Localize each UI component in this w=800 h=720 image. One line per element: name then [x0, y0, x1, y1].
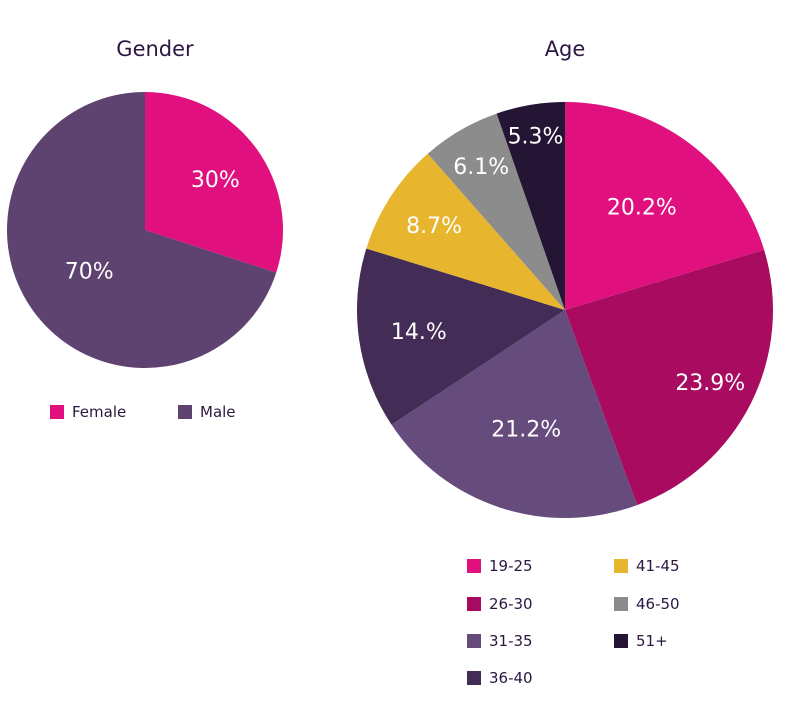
age-slice-label-36-40: 14.% [391, 320, 447, 345]
gender-slice-label-female: 30% [191, 168, 240, 193]
gender-legend-swatch-female [50, 405, 64, 419]
gender-slice-female [145, 92, 283, 273]
age-legend-item-36-40: 36-40 [467, 669, 533, 687]
age-pie-chart: Age 20.2% 23.9% 21.2% 14.% 8.7% 6.1% 5.3% 19-2… [357, 37, 773, 687]
gender-legend-item-male: Male [178, 403, 236, 421]
age-slice-36-40 [357, 248, 565, 425]
age-legend-swatch-31-35 [467, 634, 481, 648]
gender-legend-label-male: Male [200, 403, 236, 421]
age-slice-label-41-45: 8.7% [406, 214, 462, 239]
age-slice-26-30 [565, 249, 773, 506]
age-legend-label-26-30: 26-30 [489, 595, 533, 613]
age-legend: 19-25 26-30 31-35 36-40 41-45 46-50 51+ [467, 557, 680, 687]
age-legend-label-46-50: 46-50 [636, 595, 680, 613]
age-legend-label-31-35: 31-35 [489, 632, 533, 650]
age-legend-label-51: 51+ [636, 632, 668, 650]
age-slice-31-35 [391, 310, 638, 518]
age-legend-label-41-45: 41-45 [636, 557, 680, 575]
gender-legend: Female Male [50, 403, 236, 421]
age-legend-label-19-25: 19-25 [489, 557, 533, 575]
age-legend-item-46-50: 46-50 [614, 595, 680, 613]
age-legend-swatch-41-45 [614, 559, 628, 573]
age-legend-item-31-35: 31-35 [467, 632, 533, 650]
gender-pie-chart: Gender 30% 70% Female Male [7, 37, 283, 421]
age-slice-41-45 [366, 153, 565, 310]
age-slice-label-19-25: 20.2% [607, 195, 677, 220]
age-legend-swatch-51 [614, 634, 628, 648]
age-legend-swatch-19-25 [467, 559, 481, 573]
gender-legend-label-female: Female [72, 403, 126, 421]
age-slice-19-25 [565, 102, 765, 310]
age-legend-item-41-45: 41-45 [614, 557, 680, 575]
age-legend-swatch-26-30 [467, 597, 481, 611]
gender-legend-swatch-male [178, 405, 192, 419]
age-chart-title: Age [545, 37, 586, 61]
age-slice-46-50 [427, 113, 565, 310]
gender-legend-item-female: Female [50, 403, 126, 421]
age-slice-51 [496, 102, 565, 310]
age-legend-label-36-40: 36-40 [489, 669, 533, 687]
age-legend-item-19-25: 19-25 [467, 557, 533, 575]
gender-slice-male [7, 92, 277, 369]
gender-slice-label-male: 70% [65, 259, 114, 284]
age-legend-item-26-30: 26-30 [467, 595, 533, 613]
age-legend-item-51: 51+ [614, 632, 668, 650]
age-slice-label-46-50: 6.1% [453, 155, 509, 180]
age-slice-label-51: 5.3% [508, 125, 564, 150]
age-slice-label-31-35: 21.2% [491, 418, 561, 443]
gender-chart-title: Gender [116, 37, 194, 61]
age-legend-swatch-46-50 [614, 597, 628, 611]
age-legend-swatch-36-40 [467, 671, 481, 685]
age-slice-label-26-30: 23.9% [675, 371, 745, 396]
